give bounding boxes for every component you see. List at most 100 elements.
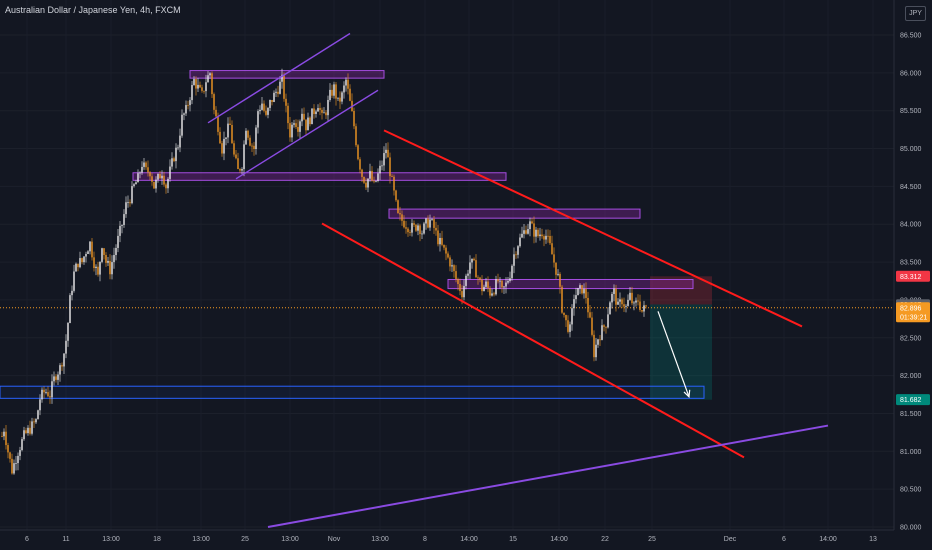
price-badge [896,394,930,406]
x-tick-label: 6 [25,536,29,543]
candle-body [89,241,91,252]
candle-body [397,200,399,214]
candle-body [163,175,165,185]
candle-body [123,214,125,225]
candle-body [299,121,301,132]
resistance-zone [388,208,641,219]
candle-body [91,241,93,258]
candle-body [273,92,275,102]
candle-body [117,235,119,248]
candle-body [323,112,325,114]
x-tick-label: 14:00 [460,536,478,543]
candle-body [481,279,483,292]
candle-body [39,399,41,411]
candle-body [605,326,607,328]
candle-body [219,131,221,144]
candle-body [119,225,121,236]
candle-body [523,230,525,234]
candle-body [51,381,53,398]
candle-body [53,376,55,382]
candle-body [305,119,307,131]
candle-body [345,79,347,86]
candle-body [591,317,593,335]
candle-body [393,176,395,191]
candle-body [295,123,297,128]
candle-body [407,228,409,233]
y-tick-label: 81.000 [900,449,922,456]
x-tick-label: 13 [869,536,877,543]
x-tick-label: 18 [153,536,161,543]
candle-body [105,254,107,263]
candle-body [139,172,141,174]
price-badge [896,302,930,323]
candle-body [465,275,467,286]
candle-body [489,288,491,296]
candle-body [563,312,565,315]
candle-body [95,266,97,269]
candle-body [603,325,605,327]
candle-body [279,81,281,94]
candle-body [5,431,7,446]
x-tick-label: 25 [648,536,656,543]
candle-body [553,254,555,263]
candle-body [313,108,315,115]
y-tick-label: 82.500 [900,335,922,342]
y-tick-label: 80.500 [900,487,922,494]
candle-body [527,229,529,234]
candle-body [267,107,269,115]
take-profit-zone [650,304,712,400]
candle-body [535,229,537,237]
candle-body [439,237,441,245]
candle-body [259,109,261,112]
candle-body [109,260,111,275]
candle-body [79,258,81,268]
candle-body [61,365,63,367]
candle-body [229,123,231,125]
support-zone [0,385,705,399]
price-axis[interactable] [894,0,932,530]
candle-body [189,100,191,106]
candle-body [165,184,167,189]
y-tick-label: 80.000 [900,525,922,532]
candle-body [87,251,89,254]
candle-body [631,292,633,304]
y-tick-label: 86.500 [900,33,922,40]
candle-body [207,75,209,83]
candle-body [405,227,407,229]
candle-body [125,202,127,215]
currency-button[interactable]: JPY [905,6,926,21]
candle-body [45,392,47,393]
candle-body [547,235,549,237]
candle-body [491,293,493,296]
forecast-arrow [657,311,690,398]
candle-body [637,300,639,302]
candle-body [383,153,385,166]
candle-body [479,277,481,280]
candle-body [135,182,137,185]
candle-body [49,396,51,398]
candle-body [315,111,317,115]
time-axis[interactable] [0,530,932,550]
candle-body [369,170,371,179]
candle-body [537,229,539,237]
candle-body [231,124,233,144]
candle-body [37,410,39,420]
candle-body [435,227,437,231]
candle-body [519,237,521,247]
wedge-lower-line [235,89,379,180]
candle-body [617,301,619,305]
wedge-upper-line [207,32,351,124]
candle-body [217,116,219,132]
candle-body [477,277,479,279]
x-tick-label: 8 [423,536,427,543]
candle-body [101,248,103,262]
candle-body [611,293,613,303]
candle-body [11,458,13,474]
candle-body [271,100,273,102]
candle-body [205,82,207,92]
candle-body [429,219,431,228]
price-badge-label: 82.896 [900,305,922,312]
candle-body [287,105,289,124]
stop-loss-zone [650,276,712,305]
